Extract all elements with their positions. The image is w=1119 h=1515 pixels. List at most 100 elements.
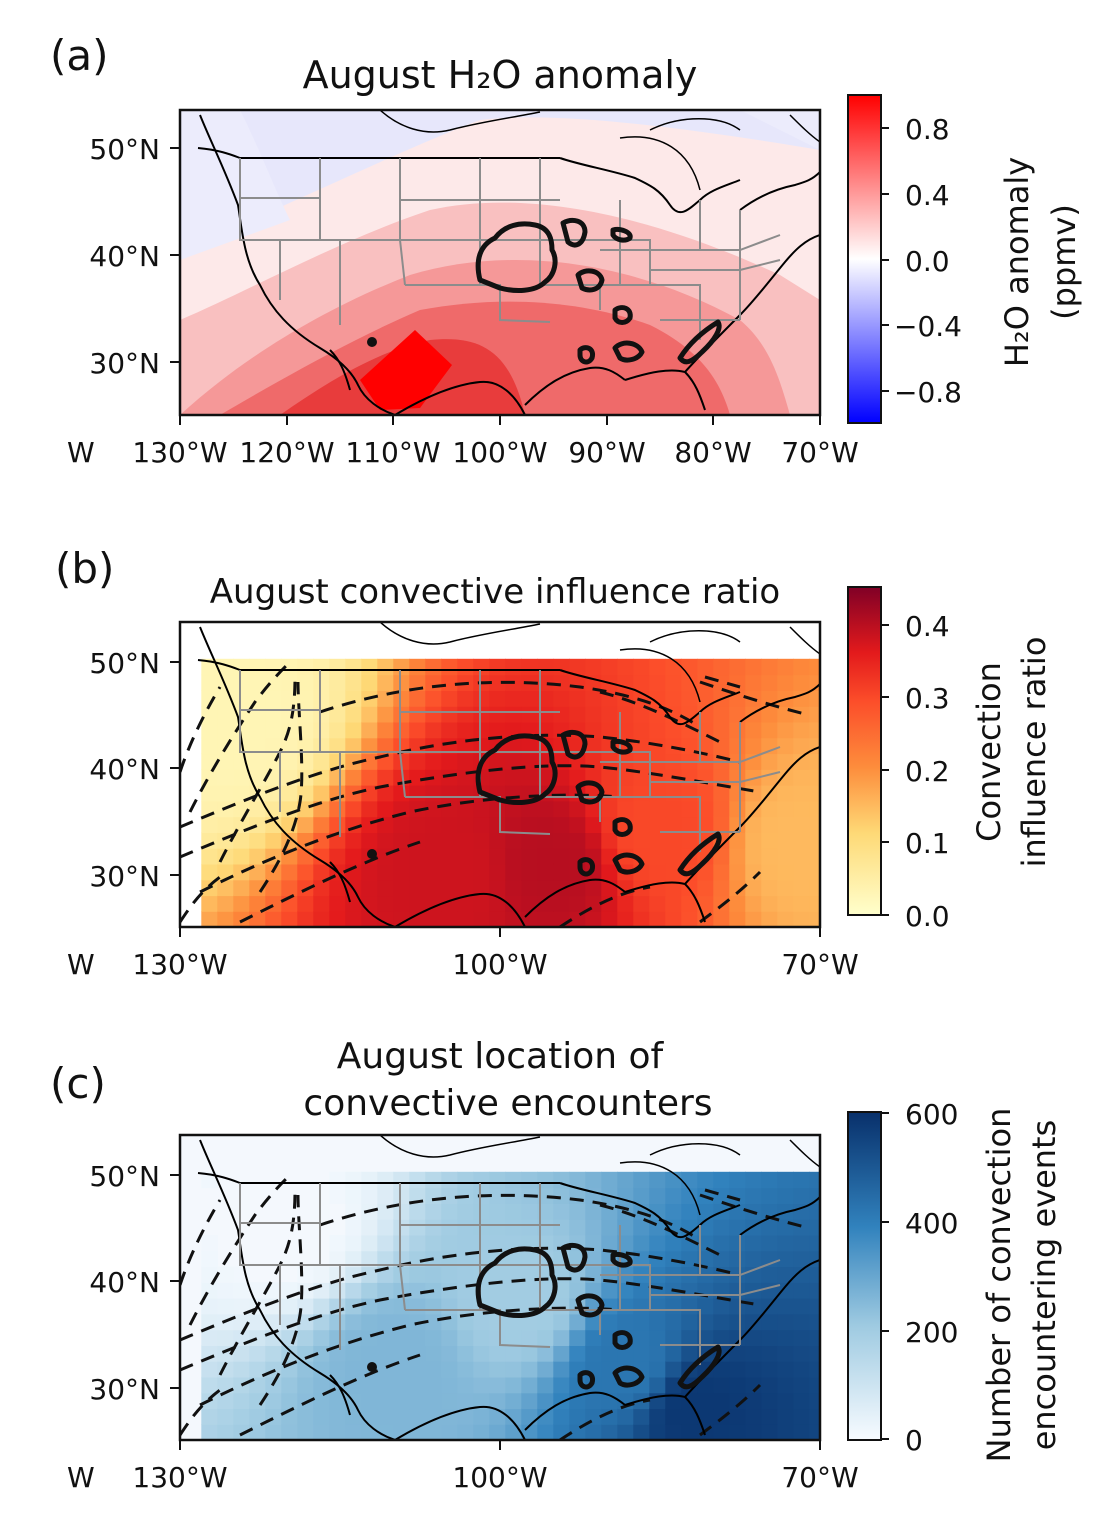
grid-b-cell-451	[617, 769, 634, 786]
grid-b-cell-637	[793, 785, 810, 802]
grid-b-cell-293	[473, 848, 490, 865]
grid-b-cell-231	[409, 753, 426, 770]
grid-b-cell-117	[297, 674, 314, 691]
grid-b-cell-471	[633, 721, 650, 739]
grid-c-cell-150	[377, 1219, 394, 1236]
panel-b-xtick-3: 70°W	[781, 948, 858, 981]
grid-c-cell-363	[585, 1345, 602, 1362]
grid-c-cell-45	[249, 1282, 266, 1299]
grid-b-cell-477	[649, 895, 666, 912]
grid-b-cell-279	[457, 800, 474, 818]
grid-c-cell-560	[761, 1187, 778, 1204]
grid-c-cell-561	[761, 1171, 778, 1189]
grid-c-cell-190	[425, 1392, 442, 1410]
grid-c-cell-520	[729, 1282, 746, 1299]
panel-b-ytick-0: 50°N	[89, 647, 160, 680]
grid-b-cell-50	[233, 658, 250, 676]
grid-b-cell-142	[329, 816, 346, 833]
grid-b-cell-546	[713, 879, 730, 897]
grid-b-cell-570	[729, 769, 746, 786]
grid-c-cell-595	[793, 1171, 810, 1189]
grid-c-cell-107	[345, 1361, 362, 1378]
grid-b-cell-198	[377, 737, 394, 755]
grid-b-cell-306	[489, 911, 506, 927]
grid-c-cell-300	[521, 1266, 538, 1283]
grid-b-cell-586	[745, 785, 762, 802]
grid-b-cell-39	[233, 832, 250, 849]
grid-c-cell-555	[761, 1266, 778, 1283]
grid-c-cell-375	[601, 1424, 618, 1440]
grid-b-cell-421	[585, 706, 602, 723]
grid-b-cell-224	[409, 863, 426, 881]
grid-c-cell-471	[681, 1250, 698, 1268]
grid-c-cell-316	[537, 1282, 554, 1299]
grid-b-cell-600	[761, 832, 778, 849]
grid-b-cell-631	[793, 879, 810, 897]
grid-c-cell-405	[617, 1219, 634, 1236]
grid-c-cell-358	[585, 1424, 602, 1440]
grid-c-cell-610	[809, 1203, 820, 1220]
grid-b-cell-467	[633, 785, 650, 802]
panel-a-cbar-tick-4: −0.8	[894, 376, 962, 409]
grid-b-cell-3	[201, 863, 218, 881]
grid-c-cell-567	[777, 1345, 794, 1362]
grid-c-cell-548	[761, 1376, 778, 1394]
grid-c-cell-380	[601, 1345, 618, 1362]
grid-b-cell-291	[473, 879, 490, 897]
grid-b-cell-492	[649, 658, 666, 676]
grid-b-cell-143	[329, 800, 346, 818]
panel-c-ytick-2: 30°N	[89, 1373, 160, 1406]
grid-b-cell-87	[281, 879, 298, 897]
grid-c-cell-497	[713, 1376, 730, 1394]
grid-b-cell-325	[505, 879, 522, 897]
panel-b-cbar-tick-0: 0.4	[905, 610, 950, 643]
grid-b-cell-616	[777, 848, 794, 865]
grid-b-cell-563	[729, 879, 746, 897]
grid-b-cell-493	[665, 911, 682, 927]
panel-b-cbar-tick-2: 0.2	[905, 755, 950, 788]
grid-c-cell-5	[201, 1345, 218, 1362]
grid-b-cell-534	[697, 800, 714, 818]
grid-b-cell-120	[313, 895, 330, 912]
grid-b-cell-203	[377, 658, 394, 676]
grid-b-cell-229	[409, 785, 426, 802]
grid-b-cell-80	[265, 721, 282, 739]
panel-b-cbar-tick-1: 0.3	[905, 682, 950, 715]
grid-b-cell-593	[745, 674, 762, 691]
grid-c-cell-528	[745, 1424, 762, 1440]
grid-c-cell-529	[745, 1408, 762, 1425]
grid-b-cell-614	[777, 879, 794, 897]
grid-b-cell-158	[345, 832, 362, 849]
panel-a-colorbar: 0.8 0.4 0.0 −0.4 −0.8 H₂O anomaly (ppmv)	[847, 94, 1083, 424]
grid-b-cell-344	[521, 848, 538, 865]
grid-c-cell-459	[665, 1171, 682, 1189]
grid-c-cell-580	[793, 1408, 810, 1425]
grid-b-cell-30	[217, 706, 234, 723]
grid-c-cell-184	[409, 1219, 426, 1236]
grid-c-cell-549	[761, 1361, 778, 1378]
grid-c-cell-312	[537, 1345, 554, 1362]
grid-c-cell-136	[361, 1171, 378, 1189]
grid-c-cell-501	[713, 1313, 730, 1331]
grid-b-cell-611	[761, 658, 778, 676]
grid-c-cell-465	[681, 1345, 698, 1362]
grid-c-cell-347	[569, 1329, 586, 1346]
grid-b-cell-633	[793, 848, 810, 865]
grid-c-cell-154	[393, 1424, 410, 1440]
grid-c-cell-41	[249, 1345, 266, 1362]
grid-c-cell-129	[361, 1282, 378, 1299]
grid-b-cell-148	[329, 721, 346, 739]
grid-b-cell-582	[745, 848, 762, 865]
grid-b-cell-311	[489, 832, 506, 849]
grid-c-cell-376	[601, 1408, 618, 1425]
grid-b-cell-525	[681, 674, 698, 691]
grid-b-cell-645	[793, 658, 810, 676]
grid-b-cell-220	[393, 658, 410, 676]
grid-b-cell-205	[393, 895, 410, 912]
grid-b-cell-67	[249, 658, 266, 676]
grid-b-cell-441	[601, 658, 618, 676]
grid-b-cell-359	[537, 879, 554, 897]
grid-b-cell-105	[297, 863, 314, 881]
grid-b-cell-190	[377, 863, 394, 881]
grid-b-cell-483	[649, 800, 666, 818]
